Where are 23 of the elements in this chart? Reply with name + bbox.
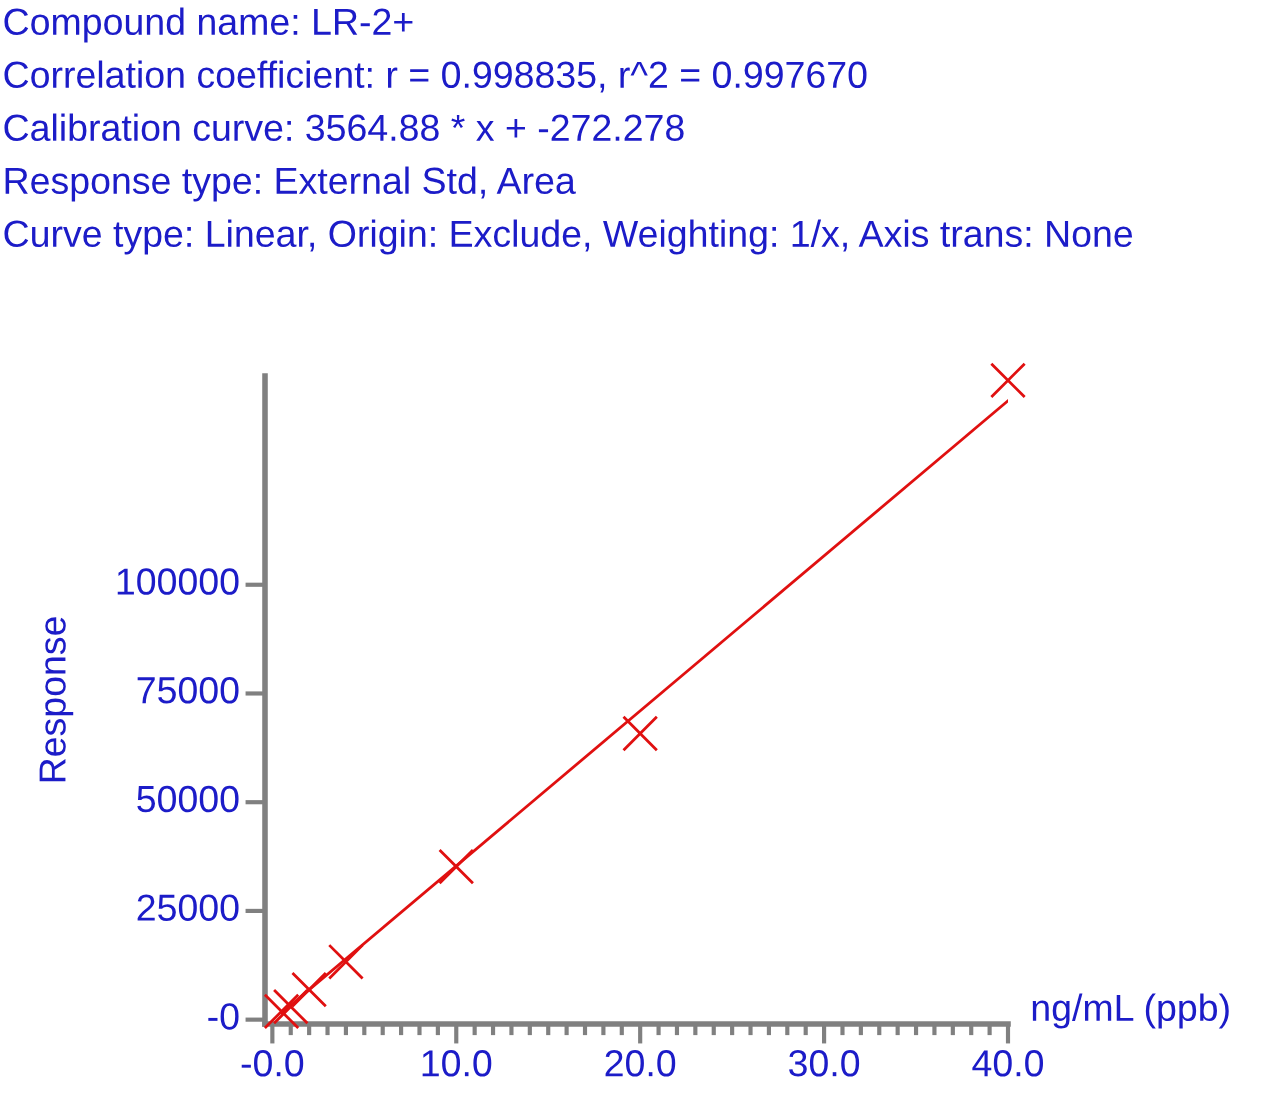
y-tick-label: 50000	[137, 785, 239, 813]
point	[291, 971, 328, 1008]
y-tick-label: 25000	[137, 894, 239, 921]
x-tick-label: 40.0	[972, 1049, 1044, 1077]
y-tick-label: -0	[208, 1003, 239, 1030]
text: Correlation coefficient: r = 0.998835, r^2 = 0.997670	[4, 60, 867, 93]
x-tick-label: 10.0	[422, 1049, 492, 1077]
x-tick-label: 30.0	[789, 1049, 860, 1077]
point	[989, 362, 1027, 399]
text: Curve type: Linear, Origin: Exclude, Weighting: 1/x, Axis trans: None	[4, 219, 1133, 255]
y-tick-label: 100000	[117, 568, 239, 595]
x-tick-label: -0.0	[241, 1049, 304, 1077]
point	[327, 943, 364, 980]
text: Calibration curve: 3564.88 * x + -272.278	[4, 113, 684, 142]
point	[272, 988, 309, 1025]
y-tick-label: 75000	[137, 676, 239, 704]
text: Compound name: LR-2+	[4, 7, 413, 43]
point	[622, 715, 659, 752]
x-axis-title: ng/mL (ppb)	[1032, 993, 1229, 1029]
text: Response type: External Std, Area	[5, 166, 576, 202]
x-tick-label: 20.0	[605, 1049, 676, 1077]
point	[438, 848, 475, 885]
y-axis-title: Response	[39, 617, 74, 782]
